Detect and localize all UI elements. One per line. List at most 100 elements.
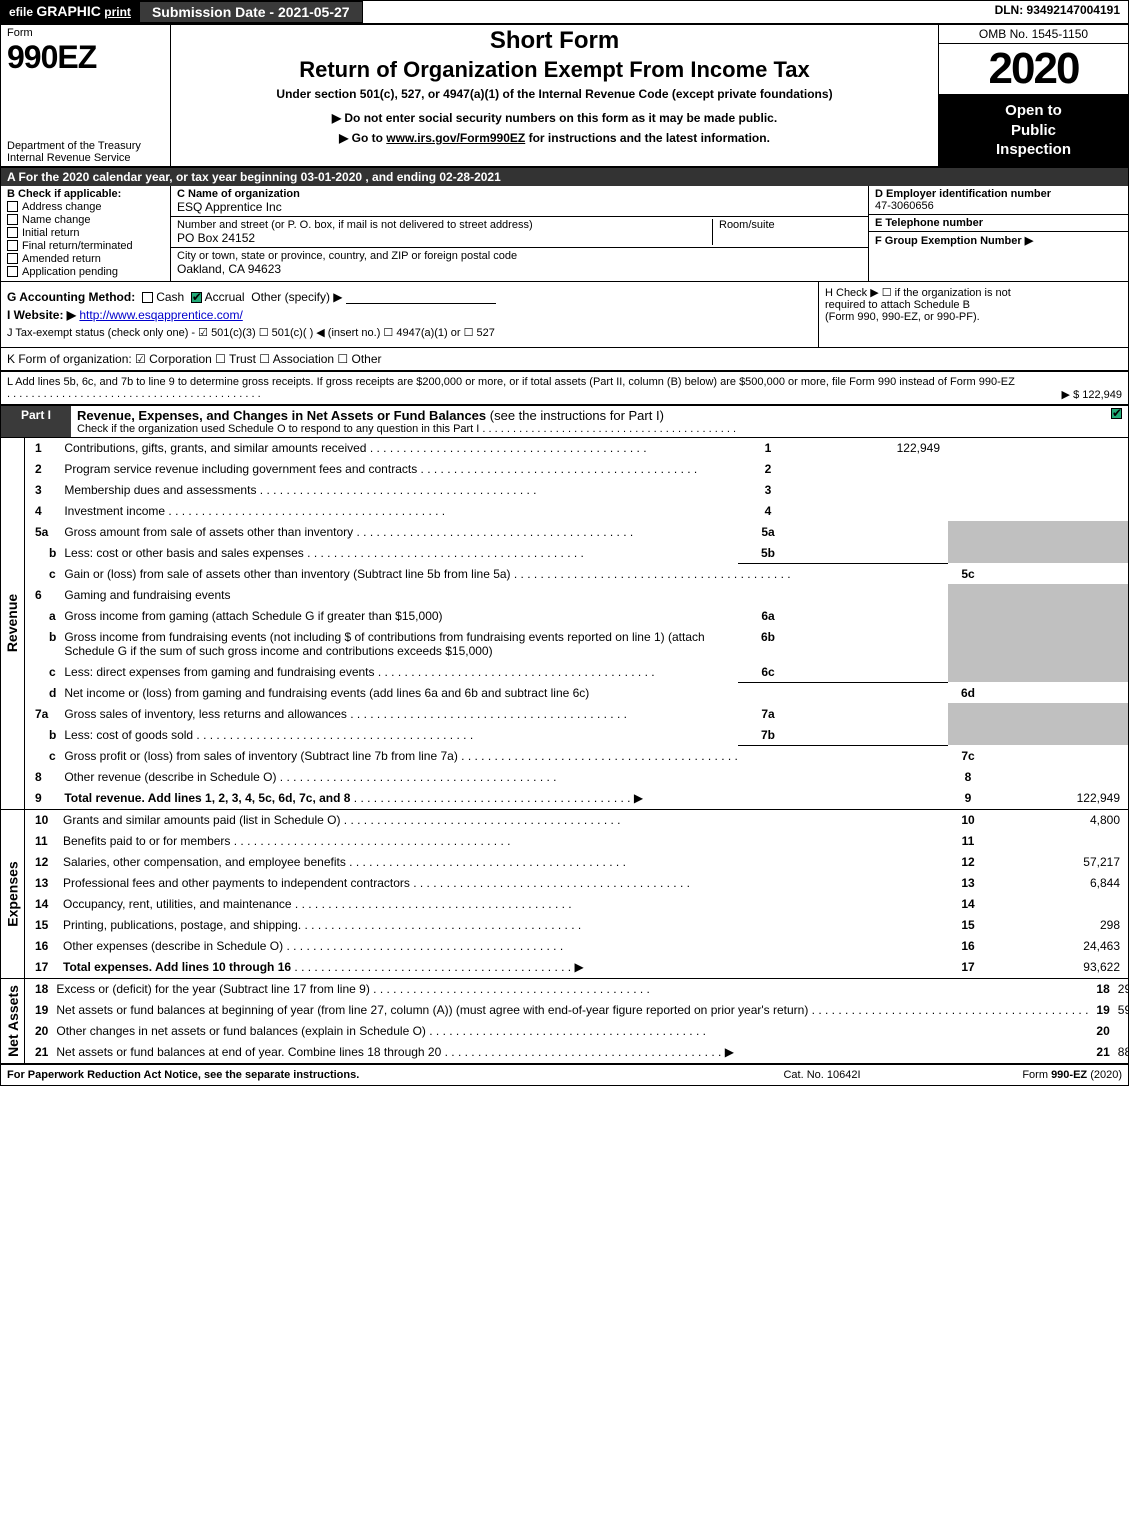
col-c: C Name of organization ESQ Apprentice In…: [171, 186, 868, 281]
h-line3: (Form 990, 990-EZ, or 990-PF).: [825, 311, 1122, 323]
l-text: L Add lines 5b, 6c, and 7b to line 9 to …: [7, 376, 1015, 388]
c-street-label: Number and street (or P. O. box, if mail…: [177, 219, 712, 231]
topbar-spacer: [363, 1, 987, 23]
tax-year: 2020: [939, 44, 1128, 95]
checkbox-checked-icon[interactable]: [1111, 408, 1122, 419]
header-right: OMB No. 1545-1150 2020 Open to Public In…: [938, 25, 1128, 166]
dots-icon: [482, 423, 736, 435]
part1-checkbox: [1111, 406, 1128, 437]
c-city-label: City or town, state or province, country…: [177, 250, 517, 262]
under-section: Under section 501(c), 527, or 4947(a)(1)…: [175, 87, 934, 101]
line-1: 1Contributions, gifts, grants, and simil…: [25, 438, 1128, 459]
part1-title-wrap: Revenue, Expenses, and Changes in Net As…: [71, 406, 1111, 437]
b-amended: Amended return: [7, 253, 164, 265]
f-label: F Group Exemption Number ▶: [875, 234, 1122, 247]
goto-prefix: ▶ Go to: [339, 131, 386, 145]
line-6a: aGross income from gaming (attach Schedu…: [25, 605, 1128, 626]
line-17: 17Total expenses. Add lines 10 through 1…: [25, 956, 1128, 977]
c-name-label: C Name of organization: [177, 188, 300, 200]
line-6: 6Gaming and fundraising events: [25, 584, 1128, 605]
part1-label: Part I: [1, 406, 71, 437]
checkbox-checked-icon[interactable]: [191, 292, 202, 303]
e-label: E Telephone number: [875, 217, 1122, 229]
line-8: 8Other revenue (describe in Schedule O)8: [25, 766, 1128, 787]
line-h: H Check ▶ ☐ if the organization is not r…: [818, 282, 1128, 347]
line-k: K Form of organization: ☑ Corporation ☐ …: [1, 348, 1128, 372]
efile-badge: efile GRAPHIC print: [1, 1, 139, 23]
open-inspection: Open to Public Inspection: [939, 95, 1128, 166]
part1-sub: Check if the organization used Schedule …: [77, 423, 1105, 435]
c-city-value: Oakland, CA 94623: [177, 262, 517, 276]
line-18: 18Excess or (deficit) for the year (Subt…: [25, 979, 1129, 1000]
line-7a: 7aGross sales of inventory, less returns…: [25, 703, 1128, 724]
line-14: 14Occupancy, rent, utilities, and mainte…: [25, 893, 1128, 914]
checkbox-icon[interactable]: [7, 253, 18, 264]
goto-line: ▶ Go to www.irs.gov/Form990EZ for instru…: [175, 131, 934, 145]
footer-right: Form 990-EZ (2020): [922, 1069, 1122, 1081]
arrow-icon: ▶: [634, 791, 643, 805]
form-label: Form: [7, 27, 164, 39]
revenue-section: Revenue 1Contributions, gifts, grants, a…: [1, 438, 1128, 810]
checkbox-icon[interactable]: [7, 266, 18, 277]
line-5b: bLess: cost or other basis and sales exp…: [25, 542, 1128, 563]
website-link[interactable]: http://www.esqapprentice.com/: [79, 308, 242, 322]
header-left: Form 990EZ Department of the Treasury In…: [1, 25, 171, 166]
col-def: D Employer identification number 47-3060…: [868, 186, 1128, 281]
footer-mid: Cat. No. 10642I: [722, 1069, 922, 1081]
efile-print-link[interactable]: print: [104, 5, 131, 19]
i-label: I Website: ▶: [7, 308, 76, 322]
dln: DLN: 93492147004191: [987, 1, 1128, 23]
c-name-value: ESQ Apprentice Inc: [177, 200, 300, 214]
open-line1: Open to: [943, 101, 1124, 121]
b-application-pending: Application pending: [7, 266, 164, 278]
expenses-side-label: Expenses: [1, 810, 25, 978]
goto-suffix: for instructions and the latest informat…: [529, 131, 770, 145]
form-number: 990EZ: [7, 39, 164, 76]
line-7b: bLess: cost of goods sold7b: [25, 724, 1128, 745]
col-b: B Check if applicable: Address change Na…: [1, 186, 171, 281]
revenue-side-label: Revenue: [1, 438, 25, 809]
checkbox-icon[interactable]: [7, 201, 18, 212]
line-4: 4Investment income4: [25, 500, 1128, 521]
checkbox-icon[interactable]: [7, 240, 18, 251]
checkbox-icon[interactable]: [7, 227, 18, 238]
b-name-change: Name change: [7, 214, 164, 226]
box-bcdef: B Check if applicable: Address change Na…: [1, 186, 1128, 282]
dots-icon: [7, 388, 261, 400]
do-not-enter: ▶ Do not enter social security numbers o…: [175, 111, 934, 125]
header-mid: Short Form Return of Organization Exempt…: [171, 25, 938, 166]
short-form-title: Short Form: [175, 27, 934, 55]
goto-link[interactable]: www.irs.gov/Form990EZ: [386, 131, 525, 145]
ghij-left: G Accounting Method: Cash Accrual Other …: [1, 282, 818, 347]
expenses-section: Expenses 10Grants and similar amounts pa…: [1, 810, 1128, 979]
line-5c: cGain or (loss) from sale of assets othe…: [25, 563, 1128, 584]
l-amount: ▶ $ 122,949: [1062, 388, 1122, 401]
omb-number: OMB No. 1545-1150: [939, 25, 1128, 44]
line-l: L Add lines 5b, 6c, and 7b to line 9 to …: [1, 372, 1128, 406]
footer-left: For Paperwork Reduction Act Notice, see …: [7, 1069, 722, 1081]
c-room-label: Room/suite: [712, 219, 862, 245]
page-footer: For Paperwork Reduction Act Notice, see …: [1, 1063, 1128, 1085]
netassets-table: 18Excess or (deficit) for the year (Subt…: [25, 979, 1129, 1063]
open-line2: Public: [943, 121, 1124, 141]
f-cell: F Group Exemption Number ▶: [869, 232, 1128, 281]
revenue-label: Revenue: [5, 594, 21, 652]
line-13: 13Professional fees and other payments t…: [25, 872, 1128, 893]
line-5a: 5aGross amount from sale of assets other…: [25, 521, 1128, 542]
d-cell: D Employer identification number 47-3060…: [869, 186, 1128, 215]
g-other-input[interactable]: [346, 290, 496, 304]
line-7c: cGross profit or (loss) from sales of in…: [25, 745, 1128, 766]
line-12: 12Salaries, other compensation, and empl…: [25, 851, 1128, 872]
checkbox-icon[interactable]: [142, 292, 153, 303]
netassets-label: Net Assets: [5, 985, 21, 1057]
checkbox-icon[interactable]: [7, 214, 18, 225]
line-g: G Accounting Method: Cash Accrual Other …: [7, 290, 812, 304]
line-2: 2Program service revenue including gover…: [25, 458, 1128, 479]
d-value: 47-3060656: [875, 200, 1122, 212]
c-city-row: City or town, state or province, country…: [171, 248, 868, 278]
efile-prefix: efile: [9, 5, 33, 19]
c-street-row: Number and street (or P. O. box, if mail…: [171, 217, 868, 248]
b-final-return: Final return/terminated: [7, 240, 164, 252]
b-initial-return: Initial return: [7, 227, 164, 239]
row-ghij: G Accounting Method: Cash Accrual Other …: [1, 282, 1128, 348]
